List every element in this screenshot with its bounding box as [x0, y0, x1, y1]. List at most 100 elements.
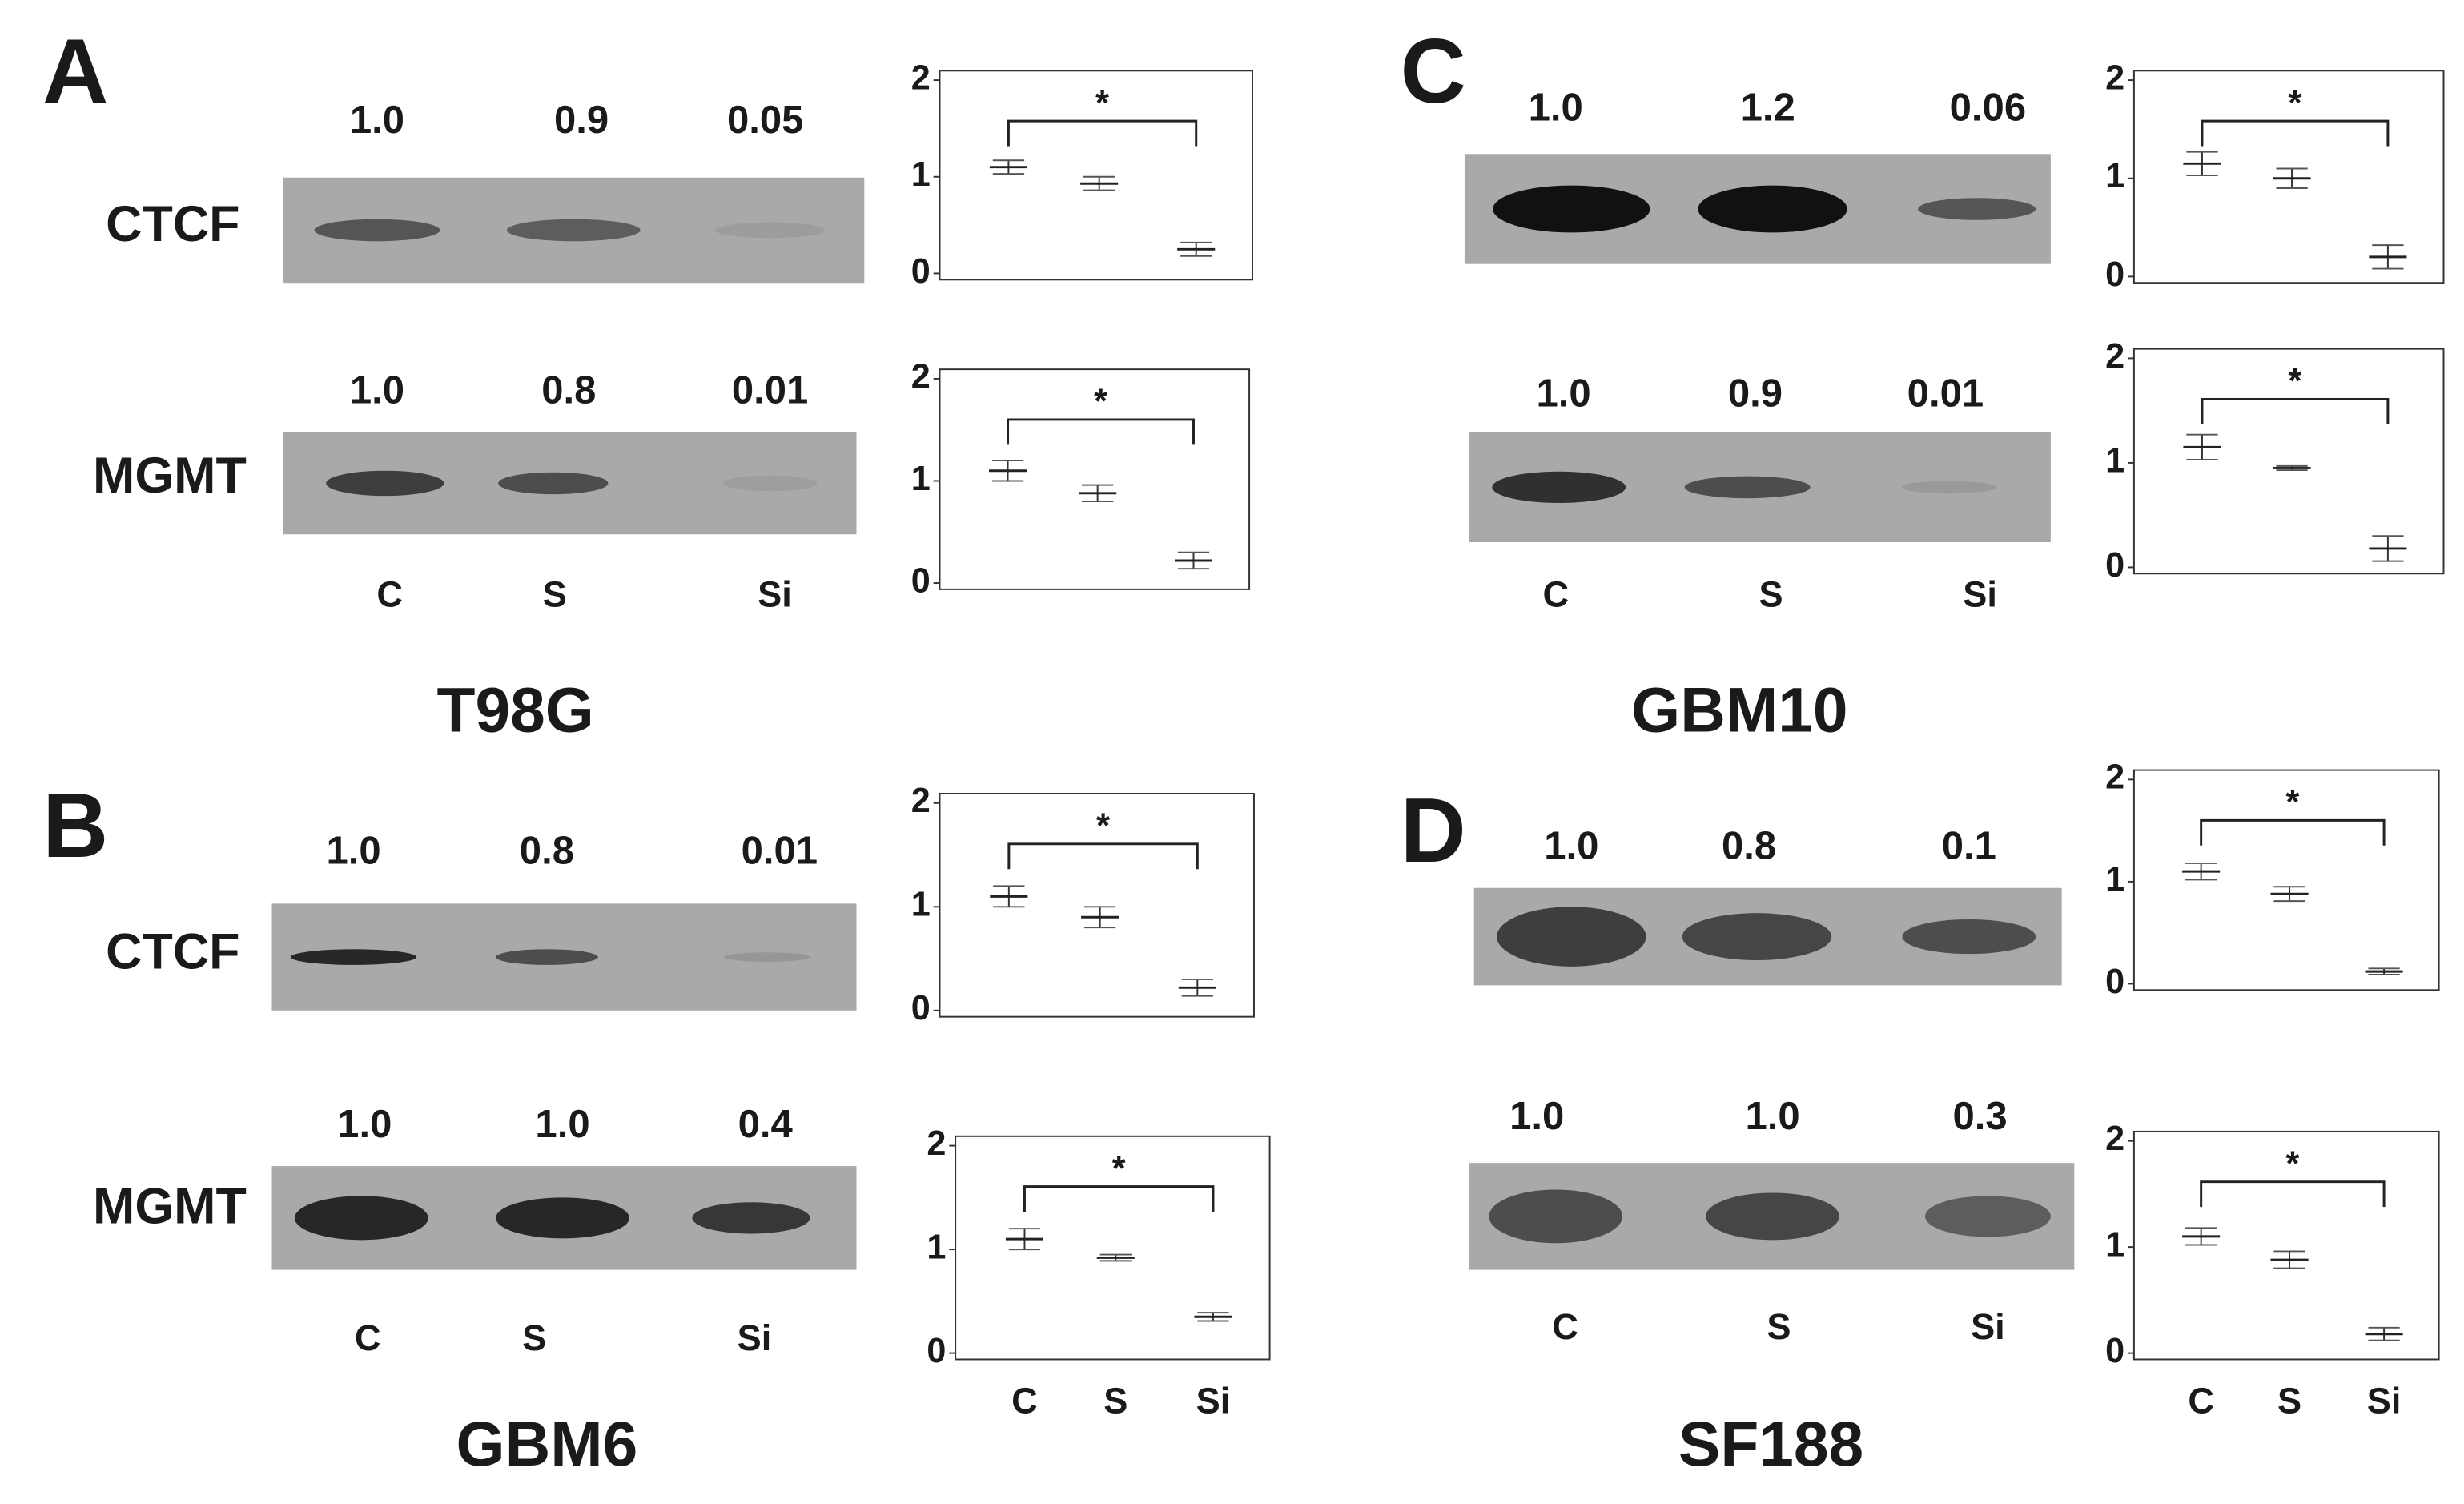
- quant-value: 0.4: [738, 1103, 794, 1146]
- quant-value: 0.8: [541, 369, 596, 412]
- band: [722, 475, 818, 492]
- plot-frame: [2132, 70, 2445, 284]
- lane-label: Si: [1963, 574, 1997, 615]
- plot-frame: [939, 793, 1255, 1018]
- plot-frame: [955, 1135, 1271, 1361]
- y-tick-label: 0: [911, 561, 931, 600]
- significance-mark: *: [1096, 807, 1110, 846]
- x-tick-label: S: [1103, 1380, 1127, 1421]
- quant-value: 1.0: [535, 1103, 589, 1146]
- band: [1492, 471, 1626, 503]
- band: [1918, 198, 2036, 220]
- band: [723, 952, 810, 962]
- cell-line: GBM10: [1631, 675, 1847, 746]
- quant-value: 0.3: [1952, 1095, 2007, 1138]
- band: [314, 219, 440, 242]
- significance-bracket: [1007, 842, 1199, 870]
- band: [1497, 907, 1646, 967]
- quant-value: 1.0: [1745, 1095, 1799, 1138]
- lane-label: Si: [738, 1317, 772, 1358]
- significance-bracket: [1007, 418, 1195, 445]
- significance-mark: *: [1095, 84, 1109, 123]
- lane-label: C: [1542, 574, 1569, 615]
- protein-label: CTCF: [106, 924, 239, 980]
- panel-label: A: [42, 21, 108, 123]
- y-tick-label: 1: [2105, 860, 2124, 899]
- significance-mark: *: [2289, 362, 2302, 400]
- panel-label: C: [1401, 21, 1466, 123]
- y-tick-label: 2: [2105, 337, 2124, 376]
- y-tick-label: 2: [911, 782, 931, 820]
- lane-label: C: [376, 574, 403, 615]
- quant-value: 1.0: [350, 369, 404, 412]
- quant-value: 0.01: [732, 369, 808, 412]
- significance-mark: *: [1094, 383, 1107, 421]
- band: [496, 949, 598, 965]
- plot-frame: [939, 70, 1253, 281]
- band: [1706, 1192, 1839, 1241]
- cell-line: GBM6: [456, 1409, 638, 1479]
- x-tick-label: Si: [1196, 1380, 1231, 1421]
- plot-frame: [2132, 769, 2440, 991]
- y-tick-label: 2: [911, 58, 931, 97]
- quant-value: 0.1: [1942, 825, 1996, 868]
- band: [506, 219, 641, 242]
- band: [498, 472, 609, 495]
- band: [294, 1196, 428, 1241]
- quant-value: 1.0: [1509, 1095, 1564, 1138]
- y-tick-label: 1: [2105, 157, 2124, 195]
- cell-line: T98G: [437, 675, 594, 746]
- y-tick-label: 1: [911, 460, 931, 498]
- x-tick-label: C: [1011, 1380, 1038, 1421]
- significance-mark: *: [1112, 1149, 1126, 1188]
- quant-value: 1.2: [1741, 86, 1795, 129]
- quant-value: 0.8: [520, 830, 574, 873]
- protein-label: MGMT: [93, 448, 247, 504]
- quant-value: 0.06: [1950, 86, 2026, 129]
- x-tick-label: Si: [2367, 1380, 2402, 1421]
- lane-label: S: [543, 574, 567, 615]
- band: [326, 470, 444, 497]
- plot-frame: [2132, 348, 2445, 575]
- x-tick-label: S: [2277, 1380, 2301, 1421]
- y-tick-label: 2: [2105, 1120, 2124, 1158]
- significance-bracket: [2200, 818, 2386, 846]
- lane-label: Si: [1971, 1306, 2005, 1347]
- y-tick-label: 1: [911, 155, 931, 194]
- y-tick-label: 2: [2105, 758, 2124, 797]
- quant-value: 0.8: [1722, 825, 1776, 868]
- lane-label: S: [522, 1317, 546, 1358]
- lane-label: C: [1552, 1306, 1578, 1347]
- band: [1684, 476, 1811, 499]
- lane-label: S: [1767, 1306, 1791, 1347]
- band: [1901, 481, 1996, 494]
- quant-value: 1.0: [1544, 825, 1598, 868]
- y-tick-label: 1: [2105, 441, 2124, 480]
- band: [291, 949, 417, 965]
- band: [1698, 185, 1847, 233]
- significance-mark: *: [2285, 1144, 2299, 1183]
- band: [1682, 913, 1832, 961]
- band: [714, 222, 826, 239]
- y-tick-label: 0: [2105, 963, 2124, 1001]
- y-tick-label: 0: [2105, 255, 2124, 294]
- y-tick-label: 2: [911, 357, 931, 396]
- y-tick-label: 0: [927, 1332, 946, 1370]
- quant-value: 0.05: [727, 99, 803, 142]
- band: [692, 1202, 810, 1234]
- panel-label: D: [1401, 780, 1466, 882]
- quant-value: 1.0: [1536, 372, 1590, 415]
- significance-bracket: [2200, 1180, 2386, 1208]
- band: [496, 1197, 629, 1239]
- protein-label: CTCF: [106, 196, 239, 252]
- y-tick-label: 0: [911, 252, 931, 291]
- quant-value: 1.0: [350, 99, 404, 142]
- quant-value: 0.9: [554, 99, 609, 142]
- significance-bracket: [2201, 119, 2390, 147]
- quant-value: 1.0: [337, 1103, 392, 1146]
- band: [1489, 1189, 1623, 1244]
- plot-frame: [2132, 1130, 2440, 1361]
- band: [1493, 185, 1650, 233]
- y-tick-label: 0: [911, 989, 931, 1027]
- y-tick-label: 1: [927, 1228, 946, 1266]
